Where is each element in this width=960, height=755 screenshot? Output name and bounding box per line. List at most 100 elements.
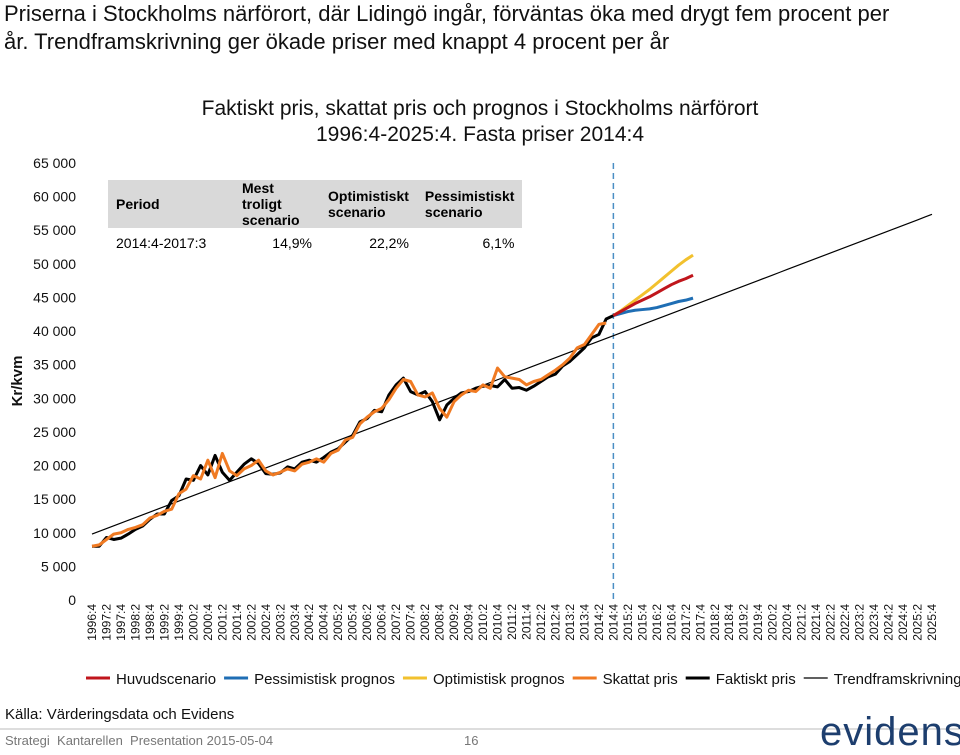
y-tick-label: 0 <box>68 592 76 608</box>
x-tick-label: 2017:2 <box>679 604 693 641</box>
x-tick-label: 2020:4 <box>780 604 794 641</box>
x-tick-label: 2009:4 <box>462 604 476 641</box>
table-cell: 2014:4-2017:3 <box>116 235 207 251</box>
y-tick-label: 10 000 <box>33 525 76 541</box>
x-tick-label: 2005:4 <box>346 604 360 641</box>
legend-label: Trendframskrivning <box>834 671 960 688</box>
x-tick-label: 2002:2 <box>244 604 258 641</box>
x-tick-label: 1998:2 <box>128 604 142 641</box>
slide-heading: Priserna i Stockholms närförort, där Lid… <box>4 1 890 54</box>
table-header-row: Period Mest troligt scenario Optimistisk… <box>108 180 523 228</box>
page-number: 16 <box>464 733 479 748</box>
x-tick-label: 2018:2 <box>708 604 722 641</box>
x-tick-label: 2010:2 <box>476 604 490 641</box>
y-tick-label: 65 000 <box>33 155 76 171</box>
y-tick-label: 25 000 <box>33 424 76 440</box>
x-tick-label: 2023:2 <box>853 604 867 641</box>
x-tick-label: 2000:2 <box>186 604 200 641</box>
x-tick-label: 2006:4 <box>375 604 389 641</box>
x-tick-label: 2016:4 <box>664 604 678 641</box>
y-tick-label: 35 000 <box>33 357 76 373</box>
x-tick-label: 1996:4 <box>85 604 99 641</box>
table-header: Pessimistiskt scenario <box>416 180 523 228</box>
x-tick-label: 2002:4 <box>259 604 273 641</box>
x-tick-label: 2014:4 <box>606 604 620 641</box>
x-tick-label: 2024:2 <box>882 604 896 641</box>
inset-table: Period Mest troligt scenario Optimistisk… <box>108 180 523 258</box>
table-header: Optimistiskt scenario <box>320 180 417 228</box>
x-tick-label: 2013:2 <box>563 604 577 641</box>
x-tick-label: 2022:4 <box>838 604 852 641</box>
table-cell: 22,2% <box>369 235 409 251</box>
x-tick-label: 2011:2 <box>505 604 519 640</box>
x-tick-label: 2021:4 <box>809 604 823 641</box>
x-tick-label: 2015:2 <box>621 604 635 641</box>
x-tick-label: 1997:4 <box>114 604 128 641</box>
x-tick-label: 2003:2 <box>273 604 287 641</box>
y-tick-label: 55 000 <box>33 222 76 238</box>
series-line <box>612 253 694 317</box>
series-line <box>612 296 694 318</box>
y-tick-label: 15 000 <box>33 491 76 507</box>
x-tick-label: 2018:4 <box>722 604 736 641</box>
y-tick-label: 40 000 <box>33 323 76 339</box>
y-tick-label: 45 000 <box>33 289 76 305</box>
x-tick-label: 2021:2 <box>795 604 809 641</box>
y-tick-label: 5 000 <box>41 558 76 574</box>
legend-label: Faktiskt pris <box>716 671 796 688</box>
legend-label: Huvudscenario <box>116 671 216 688</box>
source-note: Källa: Värderingsdata och Evidens <box>5 706 235 723</box>
x-tick-label: 2007:4 <box>404 604 418 641</box>
x-tick-label: 2012:2 <box>534 604 548 641</box>
x-tick-label: 1999:4 <box>172 604 186 641</box>
legend-label: Optimistisk prognos <box>433 671 565 688</box>
legend-label: Skattat pris <box>603 671 678 688</box>
x-tick-label: 2003:4 <box>288 604 302 641</box>
x-tick-label: 2014:2 <box>592 604 606 641</box>
series-line <box>91 213 933 535</box>
x-tick-label: 2001:2 <box>215 604 229 641</box>
x-tick-label: 2020:2 <box>766 604 780 641</box>
x-tick-label: 2007:2 <box>389 604 403 641</box>
x-tick-label: 2011:4 <box>519 604 533 640</box>
table-row: 2014:4-2017:3 14,9% 22,2% 6,1% <box>108 228 522 258</box>
footer: Strategi Kantarellen Presentation 2015-0… <box>5 733 274 748</box>
x-tick-label: 2009:2 <box>447 604 461 641</box>
x-tick-label: 2008:4 <box>433 604 447 641</box>
x-tick-label: 2001:4 <box>230 604 244 641</box>
x-tick-label: 2015:4 <box>635 604 649 641</box>
y-axis-label: Kr/kvm <box>9 356 26 407</box>
x-tick-label: 2016:2 <box>650 604 664 641</box>
x-tick-label: 2019:4 <box>751 604 765 641</box>
x-tick-label: 2025:2 <box>911 604 925 641</box>
table-header: Period <box>108 180 234 228</box>
table-cell: 14,9% <box>272 235 312 251</box>
x-tick-label: 1998:4 <box>143 604 157 641</box>
x-tick-label: 2004:4 <box>317 604 331 641</box>
x-tick-label: 2023:4 <box>867 604 881 641</box>
logo: evidens <box>820 710 960 754</box>
y-tick-label: 30 000 <box>33 390 76 406</box>
series-line <box>92 314 615 548</box>
x-tick-label: 2004:2 <box>302 604 316 641</box>
x-tick-label: 2006:2 <box>360 604 374 641</box>
chart-title: Faktiskt pris, skattat pris och prognos … <box>201 97 759 146</box>
x-tick-label: 2025:4 <box>925 604 939 641</box>
x-tick-label: 1999:2 <box>157 604 171 641</box>
series-line <box>612 273 694 317</box>
y-tick-label: 20 000 <box>33 458 76 474</box>
x-tick-label: 2010:4 <box>491 604 505 641</box>
table-cell: 6,1% <box>482 235 515 251</box>
y-tick-label: 60 000 <box>33 189 76 205</box>
table-header: Mest troligt scenario <box>234 180 320 228</box>
x-tick-label: 2022:2 <box>824 604 838 641</box>
legend-label: Pessimistisk prognos <box>254 671 395 688</box>
x-tick-label: 2000:4 <box>201 604 215 641</box>
y-tick-label: 50 000 <box>33 256 76 272</box>
x-tick-label: 2019:2 <box>737 604 751 641</box>
x-tick-label: 2008:2 <box>418 604 432 641</box>
x-tick-label: 2012:4 <box>548 604 562 641</box>
x-tick-label: 2005:2 <box>331 604 345 641</box>
